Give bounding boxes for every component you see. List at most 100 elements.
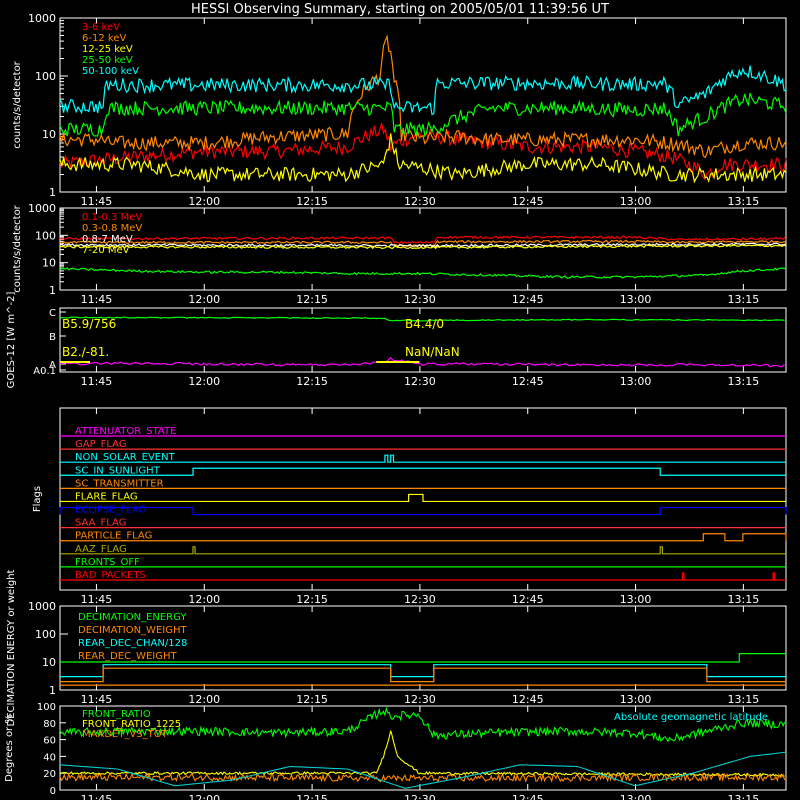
x-tick-label: 12:30 [404, 593, 436, 606]
annotation-label: Absolute geomagnetic latitude [614, 712, 768, 723]
y-tick-label: 1000 [28, 600, 56, 613]
y-tick-label: 100 [35, 229, 56, 242]
y-tick-label: 1000 [28, 202, 56, 215]
y-tick-label: A0.1 [33, 366, 56, 377]
x-tick-label: 12:30 [404, 195, 436, 208]
goes-annotation: NaN/NaN [405, 345, 460, 359]
x-tick-label: 12:15 [296, 793, 328, 800]
series-line-50-100-kev [59, 65, 787, 116]
y-tick-label: 100 [35, 70, 56, 83]
y-axis-label: Flags [32, 486, 43, 512]
flag-label: SAA_FLAG [75, 518, 126, 529]
y-tick-label: 0 [50, 786, 56, 797]
flag-label: BAD_PACKETS [75, 570, 146, 581]
goes-annotation: B2./-81. [62, 345, 109, 359]
legend-entry: FRONT_RATIO [82, 709, 151, 720]
y-tick-label: 60 [43, 736, 56, 747]
x-tick-label: 11:45 [81, 195, 113, 208]
y-tick-label: 80 [43, 719, 56, 730]
y-tick-label: 10 [42, 257, 56, 270]
legend-entry: 7-20 MeV [82, 245, 130, 256]
legend-entry: REAR_DEC_CHAN/128 [78, 638, 187, 649]
goes-series-line [59, 356, 785, 368]
x-tick-label: 13:15 [728, 693, 760, 706]
decimation-series-line [60, 664, 786, 678]
decimation-series-line [60, 652, 786, 663]
x-tick-label: 13:00 [620, 195, 652, 208]
x-tick-label: 12:30 [404, 375, 436, 388]
flag-label: ATTENUATOR_STATE [75, 426, 176, 437]
series-line-0-1-0-3-mev [59, 235, 787, 244]
y-tick-label: 100 [37, 702, 56, 713]
legend-entry: 50-100 keV [82, 66, 139, 77]
y-tick-label: 40 [43, 752, 56, 763]
flag-label: SC_TRANSMITTER [75, 478, 164, 489]
legend-entry: 12-25 keV [82, 44, 133, 55]
series-line-6-12-kev [59, 34, 787, 159]
flag-line-flare-flag [60, 493, 786, 503]
y-tick-label: 1 [49, 684, 56, 697]
y-tick-label: C [49, 308, 56, 319]
y-axis-label: counts/s/detector [12, 60, 23, 148]
x-tick-label: 13:00 [620, 693, 652, 706]
flag-label: ECLIPSE_FLAG [75, 505, 146, 516]
flag-line-sc-in-sunlight [60, 467, 786, 476]
flag-line-bad-packets [60, 572, 786, 581]
flag-line-aaz-flag [60, 546, 786, 555]
ratio-series-line [59, 706, 786, 743]
flag-label: NON_SOLAR_EVENT [75, 452, 176, 463]
panel-frame-2 [59, 307, 787, 373]
x-tick-label: 11:45 [81, 293, 113, 306]
x-tick-label: 13:00 [620, 375, 652, 388]
x-tick-label: 12:45 [512, 793, 544, 800]
plot-layer: 11:45 12:00 12:15 12:30 12:45 13:00 13:1511010… [4, 12, 787, 800]
series-line-series-4 [59, 267, 786, 279]
flag-label: SC_IN_SUNLIGHT [75, 465, 161, 476]
series-line-25-50-kev [59, 92, 787, 138]
legend-entry: 0.3-0.8 MeV [82, 223, 142, 234]
y-axis-label: counts/s/detector [12, 204, 23, 292]
x-tick-label: 12:45 [512, 375, 544, 388]
x-tick-label: 13:15 [728, 293, 760, 306]
y-tick-label: 1 [49, 284, 56, 297]
x-tick-label: 13:15 [728, 375, 760, 388]
y-tick-label: 100 [35, 628, 56, 641]
flag-line-particle-flag [60, 533, 787, 542]
legend-entry: 6-12 keV [82, 33, 126, 44]
flag-label: GAP_FLAG [75, 439, 127, 450]
decimation-series-line [60, 667, 786, 683]
series-line-7-20-mev [60, 244, 787, 250]
x-tick-label: 12:00 [188, 293, 220, 306]
legend-entry: 0.8-7 MeV [82, 234, 133, 245]
x-tick-label: 12:15 [296, 375, 328, 388]
flag-label: PARTICLE_FLAG [75, 531, 152, 542]
legend-entry: REAR_DEC_WEIGHT [78, 651, 177, 662]
series-line-12-25-kev [59, 133, 787, 184]
y-axis-label: GOES-12 [W m^-2] [6, 292, 17, 389]
x-tick-label: 13:00 [620, 593, 652, 606]
x-tick-label: 13:15 [728, 195, 760, 208]
legend-entry: 0.1-0.3 MeV [82, 212, 142, 223]
y-tick-label: A [49, 360, 56, 371]
y-tick-label: 1000 [28, 12, 56, 25]
flag-label: FRONTS_OFF [75, 557, 140, 568]
legend-entry: MAXDET_VS_TOT [82, 729, 169, 740]
x-tick-label: 12:45 [512, 593, 544, 606]
goes-annotation: B4.4/0 [405, 317, 444, 331]
flag-line-eclipse-flag [59, 506, 787, 516]
x-tick-label: 11:45 [81, 693, 113, 706]
flag-label: AAZ_FLAG [75, 544, 127, 555]
x-tick-label: 13:00 [620, 293, 652, 306]
y-tick-label: 1 [49, 186, 56, 199]
legend-entry: FRONT_RATIO_1225 [82, 719, 181, 730]
x-tick-label: 12:00 [188, 593, 220, 606]
goes-series-line [59, 316, 785, 322]
y-tick-label: 20 [43, 769, 56, 780]
y-tick-label: B [49, 332, 56, 343]
x-tick-label: 12:15 [296, 195, 328, 208]
x-tick-label: 12:15 [296, 593, 328, 606]
panel-frame-3 [59, 407, 787, 591]
x-tick-label: 11:45 [81, 793, 113, 800]
x-tick-label: 12:00 [188, 793, 220, 800]
